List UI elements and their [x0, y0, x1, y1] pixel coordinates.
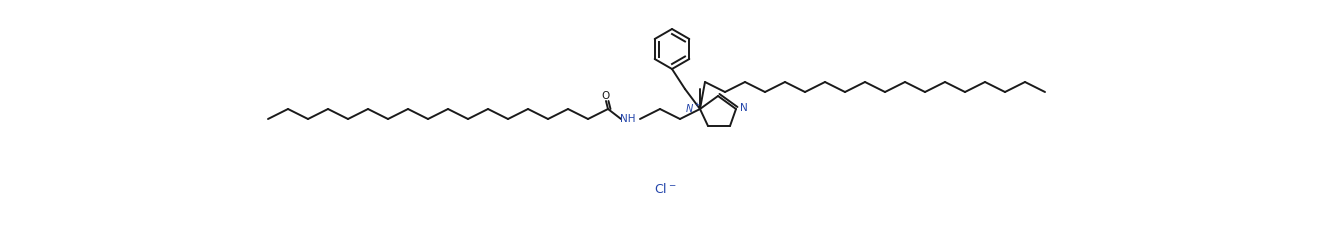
Text: O: O: [602, 91, 610, 101]
Text: $N^+$: $N^+$: [685, 102, 702, 114]
Text: Cl$^-$: Cl$^-$: [653, 182, 676, 196]
Text: N: N: [741, 103, 747, 113]
Text: NH: NH: [620, 114, 636, 124]
